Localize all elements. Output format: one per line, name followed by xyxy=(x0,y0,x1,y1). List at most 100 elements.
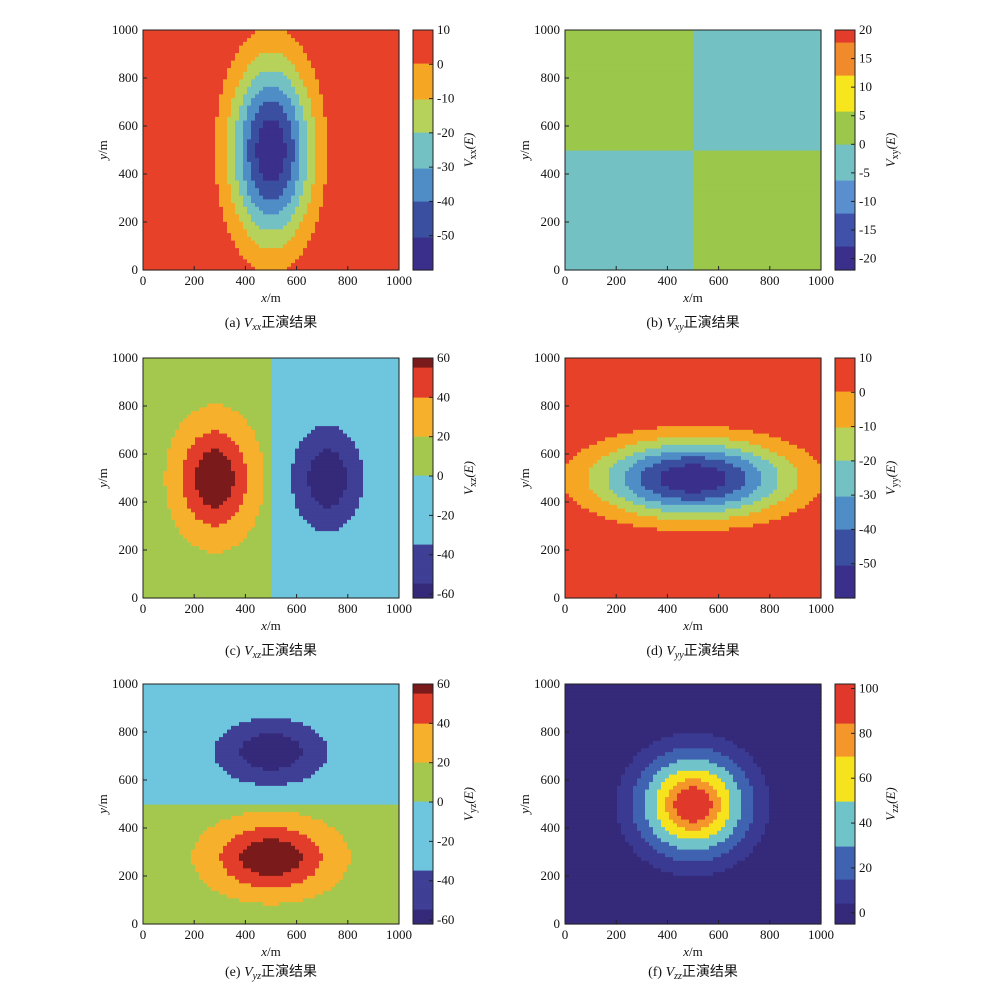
contour-cell xyxy=(143,214,148,218)
contour-cell xyxy=(347,225,352,229)
contour-cell xyxy=(311,86,316,90)
contour-cell xyxy=(163,259,168,263)
contour-cell xyxy=(565,131,570,135)
contour-cell xyxy=(569,45,574,49)
contour-cell xyxy=(359,45,364,49)
contour-cell xyxy=(171,105,176,109)
contour-cell xyxy=(167,240,172,244)
contour-cell xyxy=(565,259,570,263)
contour-cell xyxy=(605,71,610,75)
contour-cell xyxy=(279,131,284,135)
contour-cell xyxy=(275,34,280,38)
contour-cell xyxy=(263,161,268,165)
contour-cell xyxy=(379,120,384,124)
contour-cell xyxy=(593,131,598,135)
contour-cell xyxy=(367,263,372,267)
contour-cell xyxy=(375,176,380,180)
contour-cell xyxy=(239,165,244,169)
contour-cell xyxy=(371,60,376,64)
contour-cell xyxy=(195,158,200,162)
contour-cell xyxy=(155,101,160,105)
contour-cell xyxy=(577,83,582,87)
contour-cell xyxy=(223,68,228,72)
contour-cell xyxy=(351,214,356,218)
contour-cell xyxy=(287,135,292,139)
contour-cell xyxy=(219,60,224,64)
contour-cell xyxy=(311,158,316,162)
contour-cell xyxy=(211,154,216,158)
contour-cell xyxy=(295,79,300,83)
contour-cell xyxy=(367,109,372,113)
contour-cell xyxy=(159,251,164,255)
contour-cell xyxy=(343,116,348,120)
contour-cell xyxy=(315,30,320,34)
contour-cell xyxy=(255,113,260,117)
contour-cell xyxy=(147,233,152,237)
contour-cell xyxy=(593,165,598,169)
contour-cell xyxy=(287,180,292,184)
contour-cell xyxy=(593,90,598,94)
contour-cell xyxy=(147,64,152,68)
contour-cell xyxy=(387,251,392,255)
contour-cell xyxy=(391,236,396,240)
contour-cell xyxy=(275,79,280,83)
contour-cell xyxy=(379,203,384,207)
contour-cell xyxy=(331,94,336,98)
contour-cell xyxy=(163,154,168,158)
contour-cell xyxy=(187,214,192,218)
contour-cell xyxy=(593,86,598,90)
contour-cell xyxy=(267,49,272,53)
contour-cell xyxy=(223,236,228,240)
contour-cell xyxy=(271,161,276,165)
x-tick-label: 800 xyxy=(338,273,358,288)
contour-cell xyxy=(287,94,292,98)
contour-cell xyxy=(585,248,590,252)
contour-cell xyxy=(363,139,368,143)
contour-cell xyxy=(319,38,324,42)
contour-cell xyxy=(609,38,614,42)
contour-cell xyxy=(167,233,172,237)
contour-cell xyxy=(195,139,200,143)
contour-cell xyxy=(303,71,308,75)
contour-cell xyxy=(203,195,208,199)
contour-cell xyxy=(367,128,372,132)
contour-cell xyxy=(227,263,232,267)
contour-cell xyxy=(327,154,332,158)
contour-cell xyxy=(303,188,308,192)
contour-cell xyxy=(323,221,328,225)
contour-cell xyxy=(143,150,148,154)
contour-cell xyxy=(151,56,156,60)
contour-cell xyxy=(335,53,340,57)
contour-cell xyxy=(339,146,344,150)
contour-cell xyxy=(251,184,256,188)
contour-cell xyxy=(167,210,172,214)
contour-cell xyxy=(291,120,296,124)
contour-cell xyxy=(367,176,372,180)
contour-cell xyxy=(343,259,348,263)
contour-cell xyxy=(609,60,614,64)
contour-cell xyxy=(271,64,276,68)
contour-cell xyxy=(315,34,320,38)
contour-cell xyxy=(601,248,606,252)
contour-cell xyxy=(339,169,344,173)
contour-cell xyxy=(195,45,200,49)
contour-cell xyxy=(259,94,264,98)
contour-cell xyxy=(609,173,614,177)
contour-cell xyxy=(155,218,160,222)
contour-cell xyxy=(179,233,184,237)
contour-cell xyxy=(291,101,296,105)
contour-cell xyxy=(359,83,364,87)
contour-cell xyxy=(387,135,392,139)
contour-cell xyxy=(311,248,316,252)
contour-cell xyxy=(355,131,360,135)
contour-cell xyxy=(283,83,288,87)
contour-cell xyxy=(159,146,164,150)
contour-cell xyxy=(311,64,316,68)
contour-cell xyxy=(199,173,204,177)
contour-cell xyxy=(167,150,172,154)
contour-cell xyxy=(183,135,188,139)
contour-cell xyxy=(255,143,260,147)
contour-cell xyxy=(191,210,196,214)
contour-cell xyxy=(605,165,610,169)
contour-cell xyxy=(299,116,304,120)
